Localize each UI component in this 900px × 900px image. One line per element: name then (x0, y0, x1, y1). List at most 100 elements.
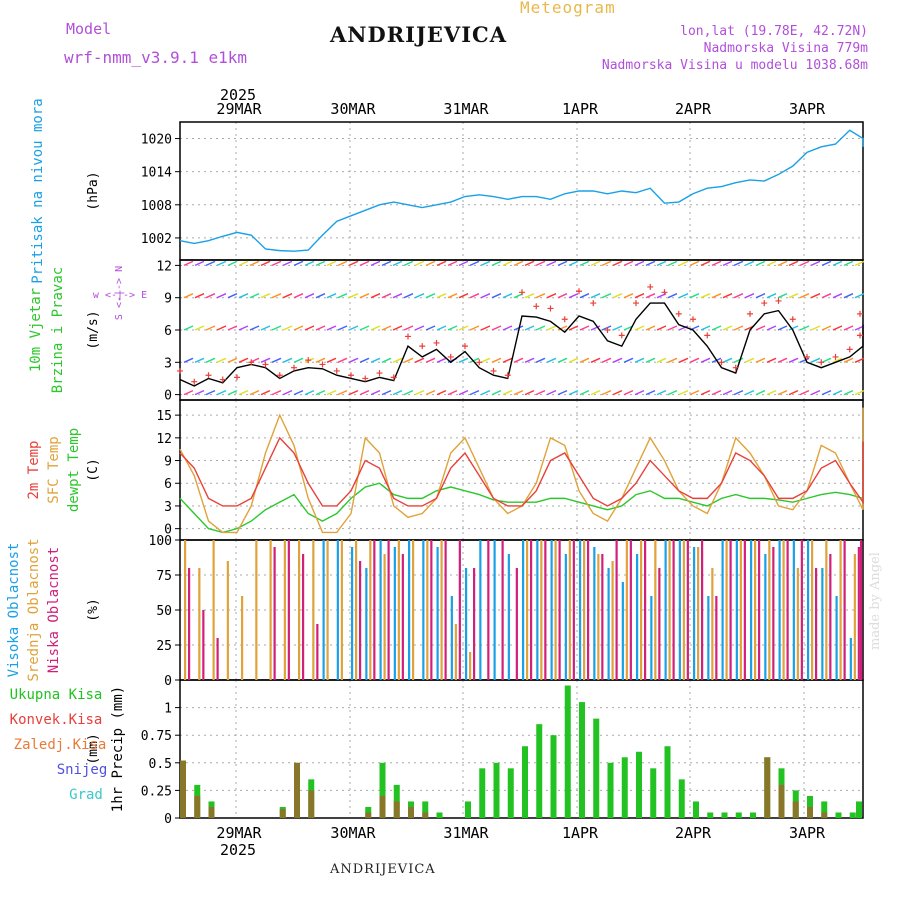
cloud-bar (625, 540, 628, 680)
wind-barb (579, 293, 590, 299)
wind-barb (194, 325, 205, 331)
wind-barb (238, 357, 249, 363)
cloud-bar (184, 540, 187, 680)
wind-barb (425, 293, 436, 299)
cloud-bar (640, 540, 643, 680)
cloud-bar (678, 540, 681, 680)
wind-unit-label: (m/s) (86, 310, 101, 349)
cloud-bar (697, 547, 700, 680)
cloud-bar (735, 540, 738, 680)
wind-barbs (183, 260, 865, 396)
cloud-bar (359, 561, 362, 680)
wind-barb (392, 260, 403, 267)
wind-barb (403, 389, 414, 396)
precip-conv-bar (778, 784, 785, 818)
cloud-bar (436, 547, 439, 680)
wind-barb (436, 357, 447, 363)
wind-barb (304, 325, 315, 331)
wind-barb (546, 389, 557, 396)
cloud-bar (611, 561, 614, 680)
temp2m-line (179, 436, 864, 507)
wind-barb (238, 293, 249, 299)
gust-marker (234, 374, 240, 381)
wind-barb (568, 325, 579, 331)
wind-barb (821, 389, 832, 396)
cloud-bar (397, 540, 400, 680)
top-date-label: 1APR (562, 100, 599, 118)
precip-total-bar (849, 812, 856, 818)
precip-total-bar (721, 812, 728, 818)
cloud-bar (715, 596, 718, 680)
wind-barb (381, 293, 392, 299)
cloud-bar (615, 540, 618, 680)
cloud-bar (255, 540, 258, 680)
wind-barb (722, 389, 733, 396)
cloud-bar (316, 624, 319, 680)
precip-total-bar (465, 801, 471, 818)
wind-barb (557, 260, 568, 267)
wind-barb (557, 389, 568, 396)
model-label: Model (66, 20, 112, 38)
wind-barb (282, 260, 293, 267)
wind-barb (194, 293, 205, 299)
bottom-date-label: 31MAR (443, 824, 489, 842)
top-date-label: 29MAR (216, 100, 262, 118)
precip-legend-label: Grad (69, 787, 103, 803)
station-elevation-label: Nadmorska Visina 779m (703, 41, 868, 56)
cloud-bar (739, 540, 742, 680)
gust-marker (647, 283, 654, 290)
wind-barb (491, 357, 502, 363)
cloud-bar (522, 540, 525, 680)
gust-marker (533, 303, 540, 310)
precip-total-bar (636, 751, 642, 818)
cloud-bar (365, 568, 368, 680)
wind-barb (326, 260, 337, 267)
wind-barb (733, 293, 744, 299)
gust-marker (405, 333, 411, 340)
pressure-unit-label: (hPa) (86, 171, 101, 210)
precipitation-unit-label: (mm) (86, 733, 101, 764)
wind-barb (590, 357, 601, 363)
wind-barb (711, 325, 722, 331)
cloud-bar (636, 554, 639, 680)
cloud-bar (764, 554, 767, 680)
wind-speed-line (179, 302, 864, 387)
wind-barb (205, 293, 216, 299)
wind-barb (744, 293, 755, 299)
gust-marker (348, 372, 354, 379)
wind-barb (238, 389, 249, 396)
bottom-year-label: 2025 (220, 841, 256, 859)
cloud-bar (283, 540, 286, 680)
wind-barb (524, 389, 535, 396)
wind-barb (557, 357, 568, 363)
cloud-bar (198, 568, 201, 680)
wind-barb (590, 325, 601, 331)
compass-ew-label: w <-|-> E (93, 290, 147, 301)
cloud-bar (593, 547, 596, 680)
gust-marker (376, 370, 383, 377)
cloud-bar (701, 540, 704, 680)
wind-barb (579, 357, 590, 363)
precip-legend-label: Zaledj.Kisa (14, 737, 107, 753)
wind-barb (843, 325, 854, 331)
cloud-bar (501, 540, 504, 680)
wind-barb (810, 260, 821, 267)
gust-marker (618, 332, 625, 339)
wind-barb (205, 260, 216, 267)
pressure-axis-label: Pritisak na nivou mora (30, 98, 46, 283)
cloud-bar (568, 540, 571, 680)
wind-barb (216, 260, 227, 267)
wind-barb (491, 293, 502, 299)
cloud-bar (583, 540, 586, 680)
wind-barb (381, 260, 392, 267)
wind-barb (447, 389, 458, 396)
wind-barb (447, 293, 458, 299)
cloud-bar (469, 652, 472, 680)
precip-total-bar (750, 812, 756, 818)
cloud-bar (650, 596, 653, 680)
wind-barb (733, 260, 744, 267)
station-title: ANDRIJEVICA (330, 22, 508, 47)
wind-barb (491, 325, 502, 331)
precip-total-bar (607, 762, 614, 818)
